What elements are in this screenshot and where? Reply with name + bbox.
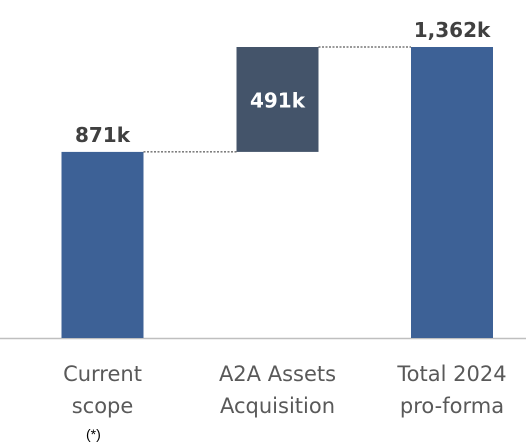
footnote: (*) xyxy=(86,426,101,442)
value-label: 1,362k xyxy=(414,18,491,42)
category-label: A2A Assets Acquisition xyxy=(218,362,337,418)
category-label: Current scope xyxy=(63,362,142,418)
category-label: Total 2024 pro-forma xyxy=(397,362,507,418)
bar xyxy=(236,47,319,152)
bar xyxy=(411,47,493,338)
value-label: 871k xyxy=(75,123,131,147)
bar xyxy=(61,151,144,338)
value-label: 491k xyxy=(250,88,306,112)
